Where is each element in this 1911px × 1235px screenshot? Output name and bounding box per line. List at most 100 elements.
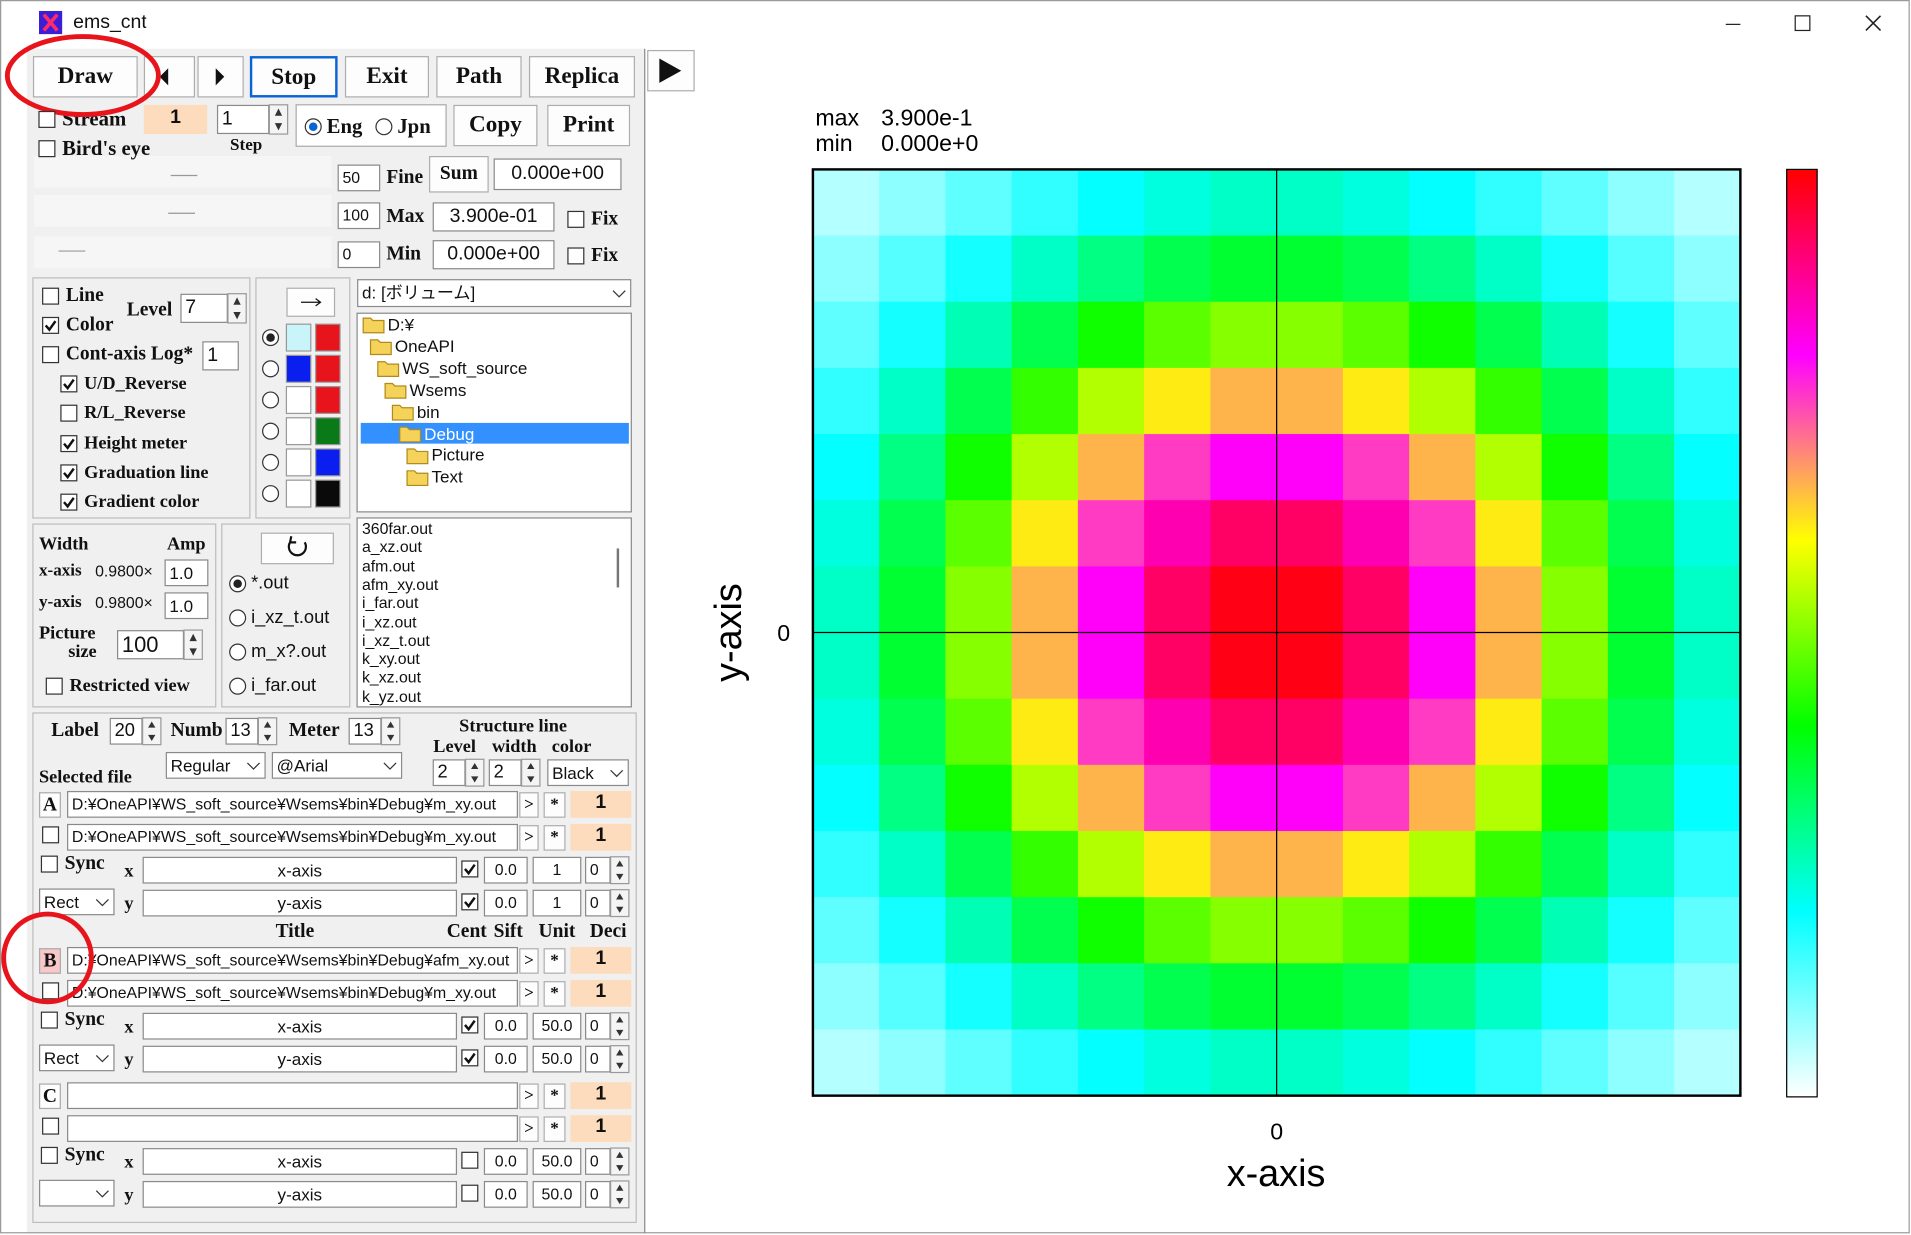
- button[interactable]: Path: [436, 56, 522, 98]
- button[interactable]: >: [519, 948, 539, 974]
- input[interactable]: 1: [532, 889, 582, 917]
- button[interactable]: >: [519, 792, 539, 818]
- input[interactable]: y-axis: [142, 1045, 458, 1073]
- button[interactable]: Stop: [249, 56, 338, 98]
- spin-input[interactable]: 100: [117, 630, 185, 660]
- spin-input[interactable]: 0: [585, 1180, 611, 1208]
- input[interactable]: x-axis: [142, 1012, 458, 1040]
- button[interactable]: Draw: [32, 56, 138, 98]
- value-box: 1: [570, 790, 632, 818]
- label: bin: [416, 401, 440, 422]
- button[interactable]: *: [543, 1083, 566, 1110]
- spin-input[interactable]: 2: [432, 759, 466, 787]
- spin-input[interactable]: 0: [585, 1012, 611, 1040]
- label: Selected file: [39, 767, 132, 788]
- input[interactable]: y-axis: [142, 889, 458, 917]
- next-button[interactable]: [197, 56, 244, 98]
- heatmap-cell: [1674, 897, 1741, 964]
- heatmap-cell: [812, 963, 880, 1030]
- input[interactable]: 0.000e+00: [493, 158, 622, 191]
- input[interactable]: 0.0: [483, 1012, 528, 1040]
- heatmap-cell: [1011, 897, 1079, 964]
- button[interactable]: *: [543, 792, 566, 818]
- button[interactable]: Replica: [528, 56, 635, 98]
- play-button[interactable]: [647, 49, 695, 92]
- combo-box[interactable]: [39, 1179, 115, 1207]
- close-icon[interactable]: [1865, 15, 1882, 32]
- button[interactable]: *: [543, 1116, 566, 1142]
- button[interactable]: Print: [547, 104, 631, 147]
- spin-input[interactable]: 1: [216, 104, 270, 135]
- input[interactable]: y-axis: [142, 1180, 458, 1208]
- combo-box[interactable]: Rect: [39, 1044, 115, 1072]
- input[interactable]: x-axis: [142, 1148, 458, 1175]
- combo-box[interactable]: Rect: [39, 888, 115, 916]
- spin-input[interactable]: 13: [225, 717, 259, 745]
- spin-input[interactable]: 7: [180, 293, 228, 323]
- input[interactable]: 50.0: [532, 1148, 582, 1175]
- input[interactable]: 50: [337, 164, 381, 192]
- heatmap-cell: [1409, 698, 1476, 766]
- combo-box[interactable]: @Arial: [271, 751, 403, 779]
- button[interactable]: >: [519, 981, 539, 1007]
- input[interactable]: 1: [532, 856, 582, 884]
- group-id[interactable]: C: [39, 1083, 61, 1110]
- label: Cont-axis Log*: [65, 343, 194, 365]
- maximize-icon[interactable]: [1794, 15, 1811, 32]
- button[interactable]: >: [519, 825, 539, 851]
- input[interactable]: 0.0: [483, 1045, 528, 1073]
- button[interactable]: Sum: [429, 156, 489, 193]
- input[interactable]: 0.0: [483, 889, 528, 917]
- input[interactable]: 1.0: [164, 592, 209, 620]
- button[interactable]: Exit: [344, 56, 429, 98]
- spin-input[interactable]: 2: [488, 759, 522, 787]
- button[interactable]: Copy: [453, 104, 538, 147]
- spin-input[interactable]: 0: [585, 856, 611, 884]
- input[interactable]: 0.0: [483, 1148, 528, 1175]
- input[interactable]: x-axis: [142, 856, 458, 884]
- file-path[interactable]: D:¥OneAPI¥WS_soft_source¥Wsems¥bin¥Debug…: [67, 823, 518, 851]
- spin-input[interactable]: 20: [109, 717, 143, 745]
- combo-box[interactable]: d: [ボリューム]: [357, 279, 632, 308]
- button[interactable]: >: [519, 1083, 539, 1110]
- group-id[interactable]: B: [39, 948, 61, 974]
- file-path[interactable]: [67, 1115, 518, 1142]
- input[interactable]: 50.0: [532, 1045, 582, 1073]
- input[interactable]: 0.0: [483, 856, 528, 884]
- file-path[interactable]: D:¥OneAPI¥WS_soft_source¥Wsems¥bin¥Debug…: [67, 979, 518, 1007]
- refresh-button[interactable]: [260, 532, 334, 565]
- combo-box[interactable]: Black: [547, 759, 629, 787]
- input[interactable]: 0.0: [483, 1180, 528, 1208]
- prev-button[interactable]: [143, 56, 195, 98]
- file-path[interactable]: D:¥OneAPI¥WS_soft_source¥Wsems¥bin¥Debug…: [67, 946, 518, 974]
- input[interactable]: 0.000e+00: [432, 240, 555, 270]
- spin-input[interactable]: 0: [585, 889, 611, 917]
- file-path[interactable]: [67, 1082, 518, 1110]
- spin-input[interactable]: 0: [585, 1045, 611, 1073]
- heatmap-cell: [1144, 367, 1211, 435]
- spin-input[interactable]: 0: [585, 1148, 611, 1175]
- combo-box[interactable]: Regular: [165, 751, 266, 779]
- heatmap-cell: [1342, 764, 1410, 832]
- button[interactable]: *: [543, 825, 566, 851]
- label: Label: [51, 720, 99, 741]
- input[interactable]: 3.900e-01: [432, 202, 555, 232]
- heatmap-cell: [1144, 169, 1211, 237]
- heatmap-cell: [1276, 1029, 1344, 1097]
- button[interactable]: *: [543, 981, 566, 1007]
- input[interactable]: 1: [202, 341, 239, 371]
- direction-button[interactable]: [286, 287, 336, 317]
- heatmap-cell: [1541, 632, 1609, 700]
- input[interactable]: 50.0: [532, 1012, 582, 1040]
- label: Picture: [431, 445, 485, 465]
- group-id[interactable]: A: [39, 792, 61, 818]
- spin-input[interactable]: 13: [348, 717, 382, 745]
- heatmap-cell: [1144, 434, 1211, 501]
- input[interactable]: 1.0: [164, 559, 209, 587]
- input[interactable]: 100: [337, 202, 381, 230]
- button[interactable]: >: [519, 1116, 539, 1142]
- file-path[interactable]: D:¥OneAPI¥WS_soft_source¥Wsems¥bin¥Debug…: [67, 790, 518, 818]
- input[interactable]: 50.0: [532, 1180, 582, 1208]
- input[interactable]: 0: [337, 241, 381, 269]
- button[interactable]: *: [543, 948, 566, 974]
